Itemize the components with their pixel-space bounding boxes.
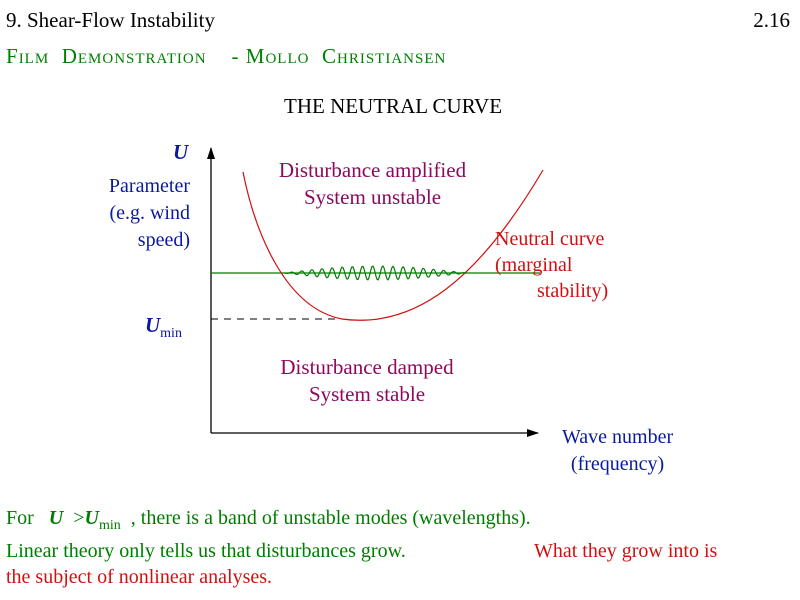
- region-stable-label: Disturbance damped System stable: [262, 354, 472, 408]
- y-axis-label: Parameter (e.g. wind speed): [86, 173, 190, 254]
- diagram-title: THE NEUTRAL CURVE: [284, 94, 503, 118]
- neutral-curve-label-line-2: (marginal: [495, 254, 573, 276]
- region-unstable-label: Disturbance amplified System unstable: [270, 157, 475, 211]
- note-unstable-band: For U >Umin , there is a band of unstabl…: [6, 507, 531, 534]
- note-for: For: [6, 507, 34, 529]
- subtitle-word-3-initial: M: [245, 44, 266, 68]
- subtitle-word-1-rest: ILM: [18, 51, 50, 67]
- note-umin-symbol: U: [84, 507, 99, 529]
- subtitle-word-4-rest: HRISTIANSEN: [336, 51, 447, 67]
- subtitle-word-3-rest: OLLO: [265, 51, 310, 67]
- region-stable-line-1: Disturbance damped: [280, 355, 454, 379]
- region-stable-line-2: System stable: [308, 382, 426, 406]
- y-axis-label-line-3: speed): [137, 229, 190, 251]
- note-greater-than: >: [73, 507, 85, 529]
- subtitle-word-1-initial: F: [6, 44, 19, 68]
- note-nonlinear: the subject of nonlinear analyses.: [6, 566, 273, 588]
- x-axis-label-line-1: Wave number: [562, 426, 674, 448]
- umin-subscript: min: [160, 326, 182, 342]
- note-umin-subscript: min: [98, 518, 121, 533]
- umin-symbol: U: [145, 313, 161, 337]
- subtitle-word-2-rest: EMONSTRATION: [77, 51, 207, 67]
- x-axis-label-line-2: (frequency): [570, 453, 665, 475]
- region-unstable-line-2: System unstable: [303, 185, 442, 209]
- page-number: 2.16: [753, 8, 790, 32]
- neutral-curve-label-line-3: stability): [537, 280, 609, 302]
- note-grow-into: What they grow into is: [534, 540, 718, 562]
- disturbance-wave: [283, 265, 467, 281]
- note-u-symbol: U: [48, 507, 64, 529]
- umin-label: Umin: [145, 313, 182, 342]
- subtitle-word-2-initial: D: [61, 44, 78, 68]
- x-axis-label: Wave number (frequency): [562, 424, 673, 478]
- subtitle-separator: -: [231, 44, 246, 68]
- y-axis-symbol: U: [173, 140, 189, 164]
- note-unstable-modes: , there is a band of unstable modes (wav…: [130, 507, 531, 529]
- y-axis-label-line-2: (e.g. wind: [109, 202, 190, 224]
- neutral-curve: [242, 169, 544, 321]
- y-axis-label-line-1: Parameter: [108, 175, 190, 197]
- section-title: 9. Shear-Flow Instability: [6, 8, 215, 32]
- note-linear-theory: Linear theory only tells us that disturb…: [6, 540, 406, 562]
- neutral-curve-label-line-1: Neutral curve: [495, 228, 605, 250]
- neutral-curve-label: Neutral curve (marginal stability): [495, 226, 608, 304]
- subtitle-word-4-initial: C: [321, 44, 337, 68]
- subtitle: FILM DEMONSTRATION - MOLLO CHRISTIANSEN: [6, 44, 446, 69]
- region-unstable-line-1: Disturbance amplified: [278, 158, 467, 182]
